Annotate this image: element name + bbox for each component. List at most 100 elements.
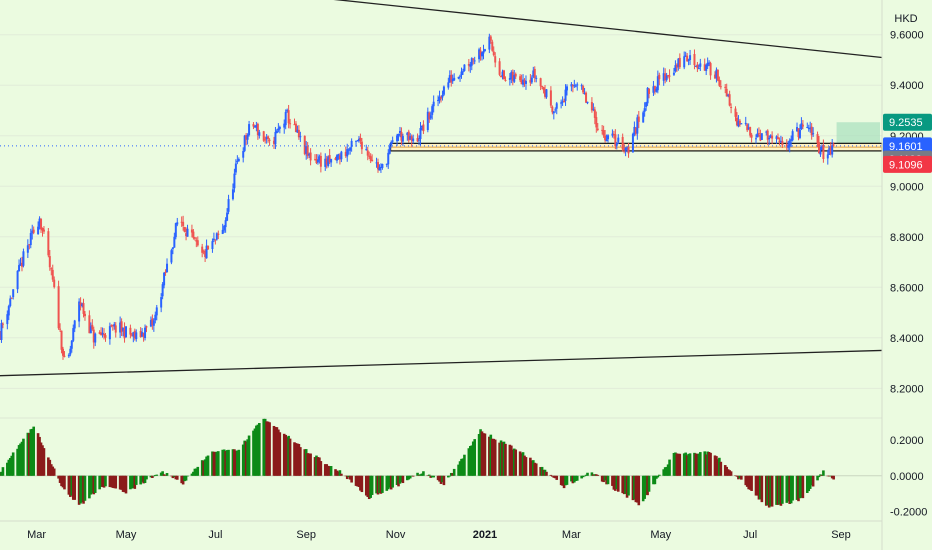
histogram-bar[interactable] (70, 475, 74, 496)
histogram-bar[interactable] (493, 439, 497, 476)
candle-up[interactable] (652, 86, 655, 93)
candle-up[interactable] (316, 159, 319, 163)
candle-up[interactable] (226, 212, 229, 221)
histogram-bar[interactable] (77, 475, 81, 505)
candle-up[interactable] (171, 247, 174, 250)
candle-down[interactable] (653, 86, 656, 92)
candle-up[interactable] (237, 158, 240, 162)
histogram-bar[interactable] (164, 475, 167, 476)
candle-up[interactable] (375, 162, 378, 164)
candle-up[interactable] (737, 121, 740, 127)
candle-up[interactable] (324, 158, 327, 167)
histogram-bar[interactable] (662, 469, 665, 476)
candle-down[interactable] (309, 152, 312, 161)
candle-up[interactable] (605, 139, 608, 142)
histogram-bar[interactable] (234, 450, 238, 476)
histogram-bar[interactable] (93, 475, 97, 493)
histogram-bar[interactable] (810, 475, 813, 486)
histogram-bar[interactable] (375, 475, 378, 494)
histogram-bar[interactable] (255, 425, 258, 476)
candle-down[interactable] (498, 61, 501, 75)
histogram-bar[interactable] (830, 475, 834, 479)
candle-down[interactable] (369, 156, 372, 161)
candle-up[interactable] (318, 156, 321, 161)
candle-down[interactable] (686, 55, 689, 62)
candle-down[interactable] (79, 302, 82, 306)
candle-down[interactable] (207, 245, 210, 250)
histogram-bar[interactable] (559, 475, 563, 486)
candle-down[interactable] (746, 124, 749, 131)
candle-up[interactable] (170, 250, 173, 263)
histogram-bar[interactable] (243, 440, 246, 476)
candle-up[interactable] (727, 94, 730, 96)
histogram-bar[interactable] (795, 475, 799, 500)
candle-up[interactable] (274, 131, 277, 145)
histogram-bar[interactable] (508, 444, 512, 476)
candle-down[interactable] (272, 140, 275, 144)
histogram-bar[interactable] (592, 474, 595, 476)
histogram-bar[interactable] (775, 475, 778, 505)
histogram-bar[interactable] (306, 453, 309, 476)
histogram-bar[interactable] (565, 475, 569, 485)
histogram-bar[interactable] (202, 460, 205, 476)
candle-down[interactable] (709, 63, 712, 76)
histogram-bar[interactable] (233, 449, 236, 476)
histogram-bar[interactable] (788, 475, 791, 504)
histogram-bar[interactable] (483, 433, 487, 476)
histogram-bar[interactable] (39, 442, 43, 476)
candle-down[interactable] (110, 325, 113, 327)
candle-up[interactable] (459, 75, 462, 77)
histogram-bar[interactable] (709, 452, 712, 476)
candle-down[interactable] (801, 124, 804, 127)
candle-down[interactable] (268, 139, 271, 141)
histogram-bar[interactable] (744, 475, 748, 486)
candle-up[interactable] (119, 322, 122, 333)
histogram-bar[interactable] (193, 468, 197, 476)
histogram-bar[interactable] (737, 475, 740, 480)
histogram-bar[interactable] (417, 475, 421, 476)
histogram-bar[interactable] (791, 475, 794, 501)
candle-down[interactable] (818, 142, 820, 154)
candle-down[interactable] (467, 64, 470, 66)
histogram-bar[interactable] (214, 451, 217, 476)
histogram-bar[interactable] (532, 460, 535, 476)
histogram-bar[interactable] (304, 449, 308, 476)
histogram-bar[interactable] (139, 475, 142, 485)
candle-down[interactable] (53, 279, 56, 288)
candle-down[interactable] (325, 158, 328, 165)
candle-up[interactable] (37, 226, 40, 235)
candle-up[interactable] (340, 151, 343, 160)
histogram-bar[interactable] (611, 475, 614, 486)
histogram-bar[interactable] (364, 475, 368, 496)
candle-up[interactable] (357, 138, 360, 141)
candle-up[interactable] (149, 320, 152, 327)
candle-down[interactable] (142, 333, 145, 337)
candle-up[interactable] (265, 137, 268, 140)
histogram-bar[interactable] (420, 473, 424, 476)
candle-down[interactable] (338, 155, 341, 160)
candle-down[interactable] (634, 127, 637, 134)
candle-down[interactable] (735, 117, 738, 126)
histogram-bar[interactable] (723, 465, 727, 476)
candle-up[interactable] (617, 137, 620, 142)
candle-up[interactable] (555, 103, 558, 109)
histogram-bar[interactable] (360, 475, 364, 493)
histogram-bar[interactable] (699, 452, 702, 476)
histogram-bar[interactable] (539, 467, 542, 476)
candle-up[interactable] (94, 333, 97, 343)
histogram-bar[interactable] (707, 452, 711, 476)
candle-up[interactable] (211, 241, 214, 250)
candle-up[interactable] (38, 218, 41, 227)
candle-up[interactable] (561, 101, 564, 103)
histogram-bar[interactable] (104, 475, 107, 487)
histogram-bar[interactable] (244, 441, 248, 476)
candle-down[interactable] (103, 333, 106, 336)
histogram-bar[interactable] (562, 475, 566, 489)
histogram-bar[interactable] (379, 475, 383, 494)
histogram-bar[interactable] (345, 475, 349, 480)
histogram-bar[interactable] (174, 475, 178, 480)
candle-up[interactable] (132, 332, 135, 337)
candle-up[interactable] (125, 326, 127, 338)
histogram-bar[interactable] (656, 475, 660, 478)
candle-down[interactable] (623, 148, 626, 151)
